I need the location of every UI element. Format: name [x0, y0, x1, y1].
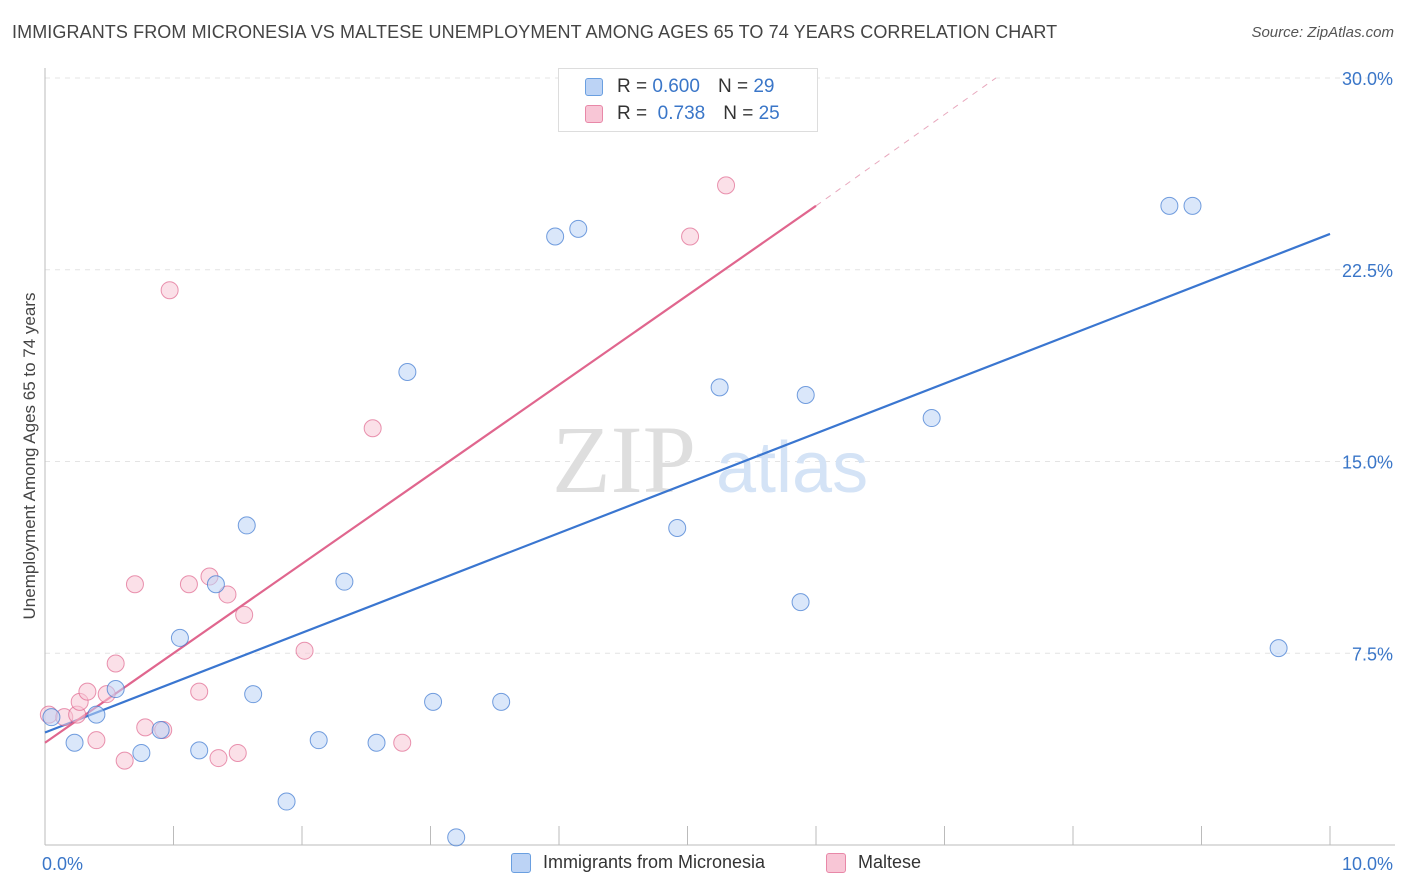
legend-n-value-maltese: 25	[758, 103, 780, 124]
point-maltese	[87, 731, 106, 750]
x-tick-label: 10.0%	[1342, 854, 1393, 874]
point-micronesia	[244, 685, 263, 704]
legend-row-micronesia: R = 0.600 N = 29	[585, 73, 774, 101]
point-micronesia	[546, 227, 565, 246]
tick-labels: 7.5% 15.0% 22.5% 30.0% 0.0% 10.0%	[42, 69, 1393, 874]
y-tick-label: 15.0%	[1342, 453, 1393, 473]
y-axis-label: Unemployment Among Ages 65 to 74 years	[20, 293, 39, 620]
point-maltese	[160, 281, 179, 300]
grid-lines	[45, 77, 1395, 654]
point-micronesia	[424, 692, 443, 711]
trend-line-extension-maltese	[815, 77, 997, 207]
point-maltese	[218, 585, 237, 604]
trend-lines	[44, 77, 1331, 744]
series-legend-micronesia: Immigrants from Micronesia	[511, 852, 765, 873]
correlation-legend: R = 0.600 N = 29 R = 0.738 N = 25	[558, 68, 818, 132]
point-maltese	[295, 641, 314, 660]
point-maltese	[717, 176, 736, 195]
point-maltese	[136, 718, 155, 737]
point-micronesia	[668, 518, 687, 537]
point-maltese	[235, 605, 254, 624]
series-legend-maltese: Maltese	[826, 852, 921, 873]
point-micronesia	[206, 575, 225, 594]
point-micronesia	[1160, 196, 1179, 215]
y-tick-label: 30.0%	[1342, 69, 1393, 89]
source-credit: Source: ZipAtlas.com	[1251, 24, 1394, 41]
series-label-micronesia: Immigrants from Micronesia	[543, 852, 766, 872]
x-tick-label: 0.0%	[42, 854, 83, 874]
legend-r-label: R =	[617, 76, 648, 97]
legend-swatch-maltese	[585, 105, 603, 123]
y-tick-label: 7.5%	[1352, 644, 1393, 664]
point-micronesia	[335, 572, 354, 591]
point-micronesia	[569, 219, 588, 238]
point-micronesia	[170, 628, 189, 647]
point-maltese	[125, 575, 144, 594]
watermark-zip: ZIP	[552, 406, 696, 513]
series-label-maltese: Maltese	[858, 852, 922, 872]
legend-r-label: R =	[617, 103, 648, 124]
watermark-atlas: atlas	[716, 428, 868, 508]
point-micronesia	[922, 409, 941, 428]
y-tick-label: 22.5%	[1342, 261, 1393, 281]
legend-row-maltese: R = 0.738 N = 25	[585, 100, 780, 128]
trend-line-maltese	[44, 204, 817, 744]
point-maltese	[179, 575, 198, 594]
point-maltese	[115, 751, 134, 770]
point-maltese	[363, 419, 382, 438]
point-micronesia	[65, 733, 84, 752]
legend-n-label: N =	[717, 76, 749, 97]
point-micronesia	[367, 733, 386, 752]
point-micronesia	[492, 692, 511, 711]
legend-n-value-micronesia: 29	[753, 76, 775, 97]
point-micronesia	[190, 741, 209, 760]
chart-title: IMMIGRANTS FROM MICRONESIA VS MALTESE UN…	[12, 22, 1058, 42]
point-micronesia	[1183, 196, 1202, 215]
point-micronesia	[710, 378, 729, 397]
point-maltese	[681, 227, 700, 246]
point-micronesia	[398, 363, 417, 382]
point-micronesia	[447, 828, 466, 847]
point-maltese	[190, 682, 209, 701]
point-micronesia	[277, 792, 296, 811]
series-swatch-maltese	[826, 852, 846, 873]
point-micronesia	[42, 708, 61, 727]
legend-n-label: N =	[723, 103, 754, 124]
point-maltese	[228, 743, 247, 762]
point-micronesia	[796, 386, 815, 405]
point-maltese	[209, 749, 228, 768]
point-micronesia	[106, 680, 125, 699]
point-micronesia	[151, 720, 170, 739]
point-micronesia	[1269, 639, 1288, 658]
data-points	[39, 176, 1288, 847]
point-maltese	[106, 654, 125, 673]
point-micronesia	[791, 593, 810, 612]
legend-r-value-maltese: 0.738	[657, 103, 706, 124]
legend-r-value-micronesia: 0.600	[652, 76, 700, 97]
legend-swatch-micronesia	[585, 78, 603, 96]
point-micronesia	[237, 516, 256, 535]
point-maltese	[78, 682, 97, 701]
point-micronesia	[87, 705, 106, 724]
point-micronesia	[132, 743, 151, 762]
series-swatch-micronesia	[511, 852, 531, 873]
trend-line-micronesia	[44, 232, 1331, 734]
point-micronesia	[309, 731, 328, 750]
point-maltese	[393, 733, 412, 752]
